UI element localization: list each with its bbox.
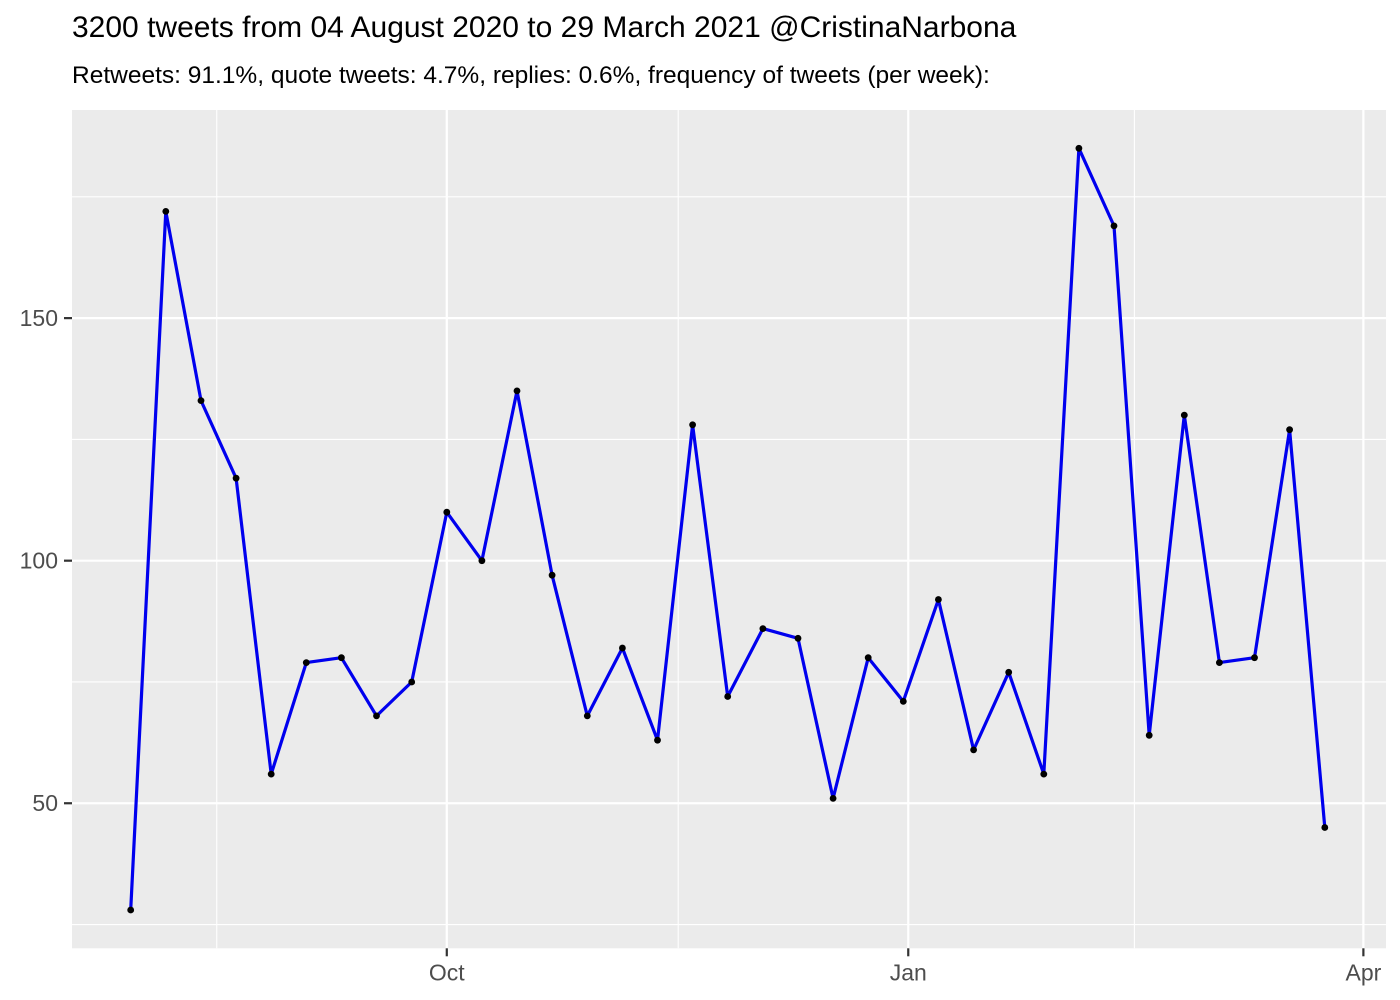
data-point bbox=[408, 678, 416, 686]
y-tick-label: 50 bbox=[32, 790, 58, 816]
data-point bbox=[1145, 731, 1153, 739]
data-point bbox=[724, 693, 732, 700]
data-point bbox=[162, 208, 170, 215]
data-point bbox=[829, 795, 837, 802]
plot-panel bbox=[72, 110, 1386, 949]
data-point bbox=[1040, 770, 1048, 778]
data-point bbox=[1110, 222, 1118, 230]
data-point bbox=[759, 625, 767, 632]
data-point bbox=[1321, 824, 1329, 831]
data-point bbox=[548, 571, 556, 579]
y-tick-label: 150 bbox=[20, 305, 58, 331]
data-point bbox=[689, 421, 696, 429]
x-tick-label: Jan bbox=[890, 959, 927, 985]
data-point bbox=[864, 654, 872, 662]
x-tick-label: Oct bbox=[429, 959, 465, 985]
data-point bbox=[1286, 426, 1293, 434]
data-point bbox=[935, 596, 942, 603]
data-point bbox=[127, 906, 135, 914]
data-point bbox=[1251, 654, 1258, 662]
data-point bbox=[1216, 659, 1223, 666]
data-point bbox=[583, 712, 591, 720]
data-point bbox=[232, 474, 240, 482]
data-point bbox=[513, 387, 521, 395]
data-point bbox=[373, 712, 380, 720]
data-point bbox=[338, 654, 345, 662]
panel-background bbox=[72, 110, 1386, 949]
data-points bbox=[127, 144, 1329, 914]
data-point bbox=[654, 736, 661, 744]
data-point bbox=[443, 508, 451, 516]
axis-labels: 50 100 150 Oct Jan Apr bbox=[20, 305, 1382, 985]
data-point bbox=[899, 698, 907, 705]
data-point bbox=[1180, 411, 1188, 419]
data-point bbox=[267, 770, 275, 778]
data-point bbox=[1075, 144, 1083, 152]
x-tick-label: Apr bbox=[1345, 959, 1381, 985]
y-tick-label: 100 bbox=[20, 548, 58, 574]
data-point bbox=[970, 746, 977, 754]
data-point bbox=[619, 644, 626, 652]
axis-ticks bbox=[64, 317, 1365, 957]
data-point bbox=[302, 659, 310, 666]
data-point bbox=[478, 557, 486, 565]
data-point bbox=[794, 634, 802, 642]
chart-title: 3200 tweets from 04 August 2020 to 29 Ma… bbox=[72, 11, 1017, 44]
chart-subtitle: Retweets: 91.1%, quote tweets: 4.7%, rep… bbox=[72, 62, 990, 89]
data-point bbox=[1005, 668, 1013, 676]
data-point bbox=[197, 397, 205, 404]
